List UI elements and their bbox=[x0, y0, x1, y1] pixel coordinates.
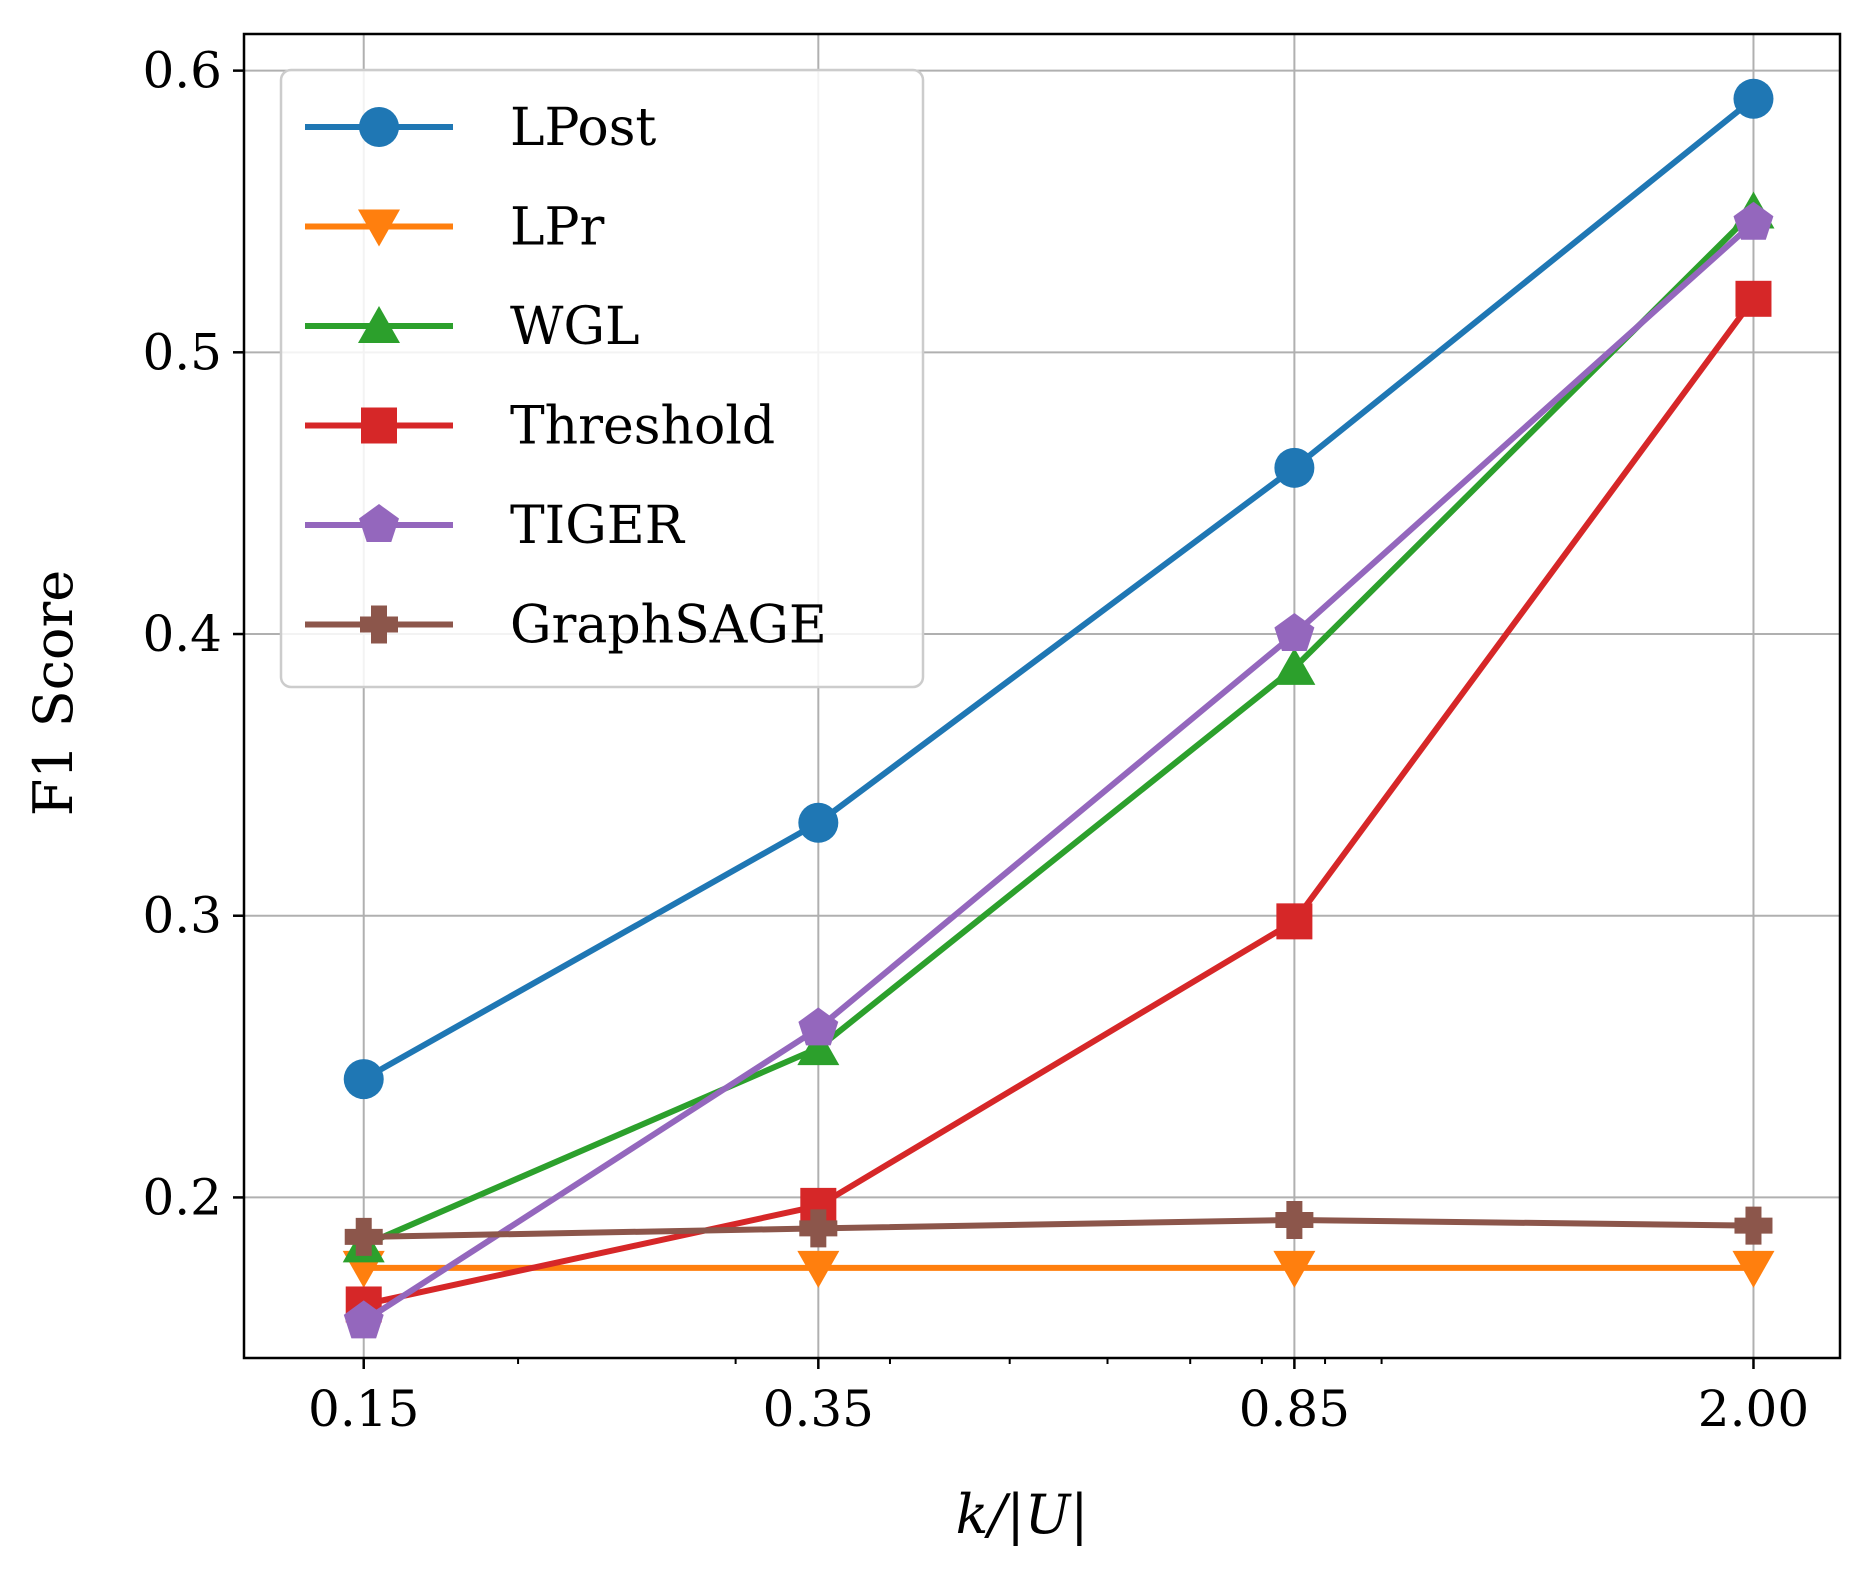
legend-marker bbox=[359, 107, 399, 147]
legend-marker bbox=[358, 209, 400, 247]
data-point bbox=[1274, 447, 1315, 488]
series-line bbox=[360, 1217, 1757, 1240]
series-line bbox=[360, 208, 1757, 1249]
x-tick-label: 0.85 bbox=[1239, 1380, 1350, 1438]
legend-label: LPost bbox=[510, 98, 656, 158]
legend-label: GraphSAGE bbox=[510, 596, 827, 656]
data-point bbox=[798, 802, 839, 843]
data-point bbox=[344, 1217, 383, 1256]
legend-item-tiger: TIGER bbox=[305, 496, 686, 556]
data-point bbox=[1733, 201, 1774, 240]
data-point bbox=[797, 1028, 840, 1066]
legend-item-threshold: Threshold bbox=[305, 397, 775, 457]
legend-marker bbox=[360, 605, 398, 644]
y-tick-label: 0.4 bbox=[142, 605, 222, 663]
legend-box bbox=[279, 68, 925, 689]
plot-frame bbox=[242, 32, 1842, 1360]
y-axis-title: F1 Score bbox=[22, 570, 85, 817]
series-line bbox=[360, 295, 1757, 1308]
series-lpost bbox=[343, 78, 1774, 1100]
legend-item-lpost: LPost bbox=[305, 98, 656, 158]
series-line bbox=[360, 219, 1757, 1325]
legend-label: LPr bbox=[510, 198, 605, 258]
legend: LPost LPr WGL Threshold TIGER GraphSAGE bbox=[279, 68, 925, 689]
legend-marker bbox=[361, 407, 397, 444]
series-layer bbox=[342, 78, 1775, 1339]
data-point bbox=[1275, 1200, 1314, 1239]
y-tick-label: 0.2 bbox=[142, 1168, 222, 1226]
data-point bbox=[1274, 613, 1315, 651]
data-point bbox=[798, 1007, 839, 1046]
data-point bbox=[1734, 1206, 1773, 1245]
x-axis-title: k/|U| bbox=[956, 1483, 1089, 1546]
data-point bbox=[797, 1250, 840, 1288]
legend-item-graphsage: GraphSAGE bbox=[305, 596, 827, 656]
data-point bbox=[1273, 1250, 1316, 1288]
x-axis-title-text: k/|U| bbox=[956, 1483, 1089, 1546]
data-point bbox=[1276, 903, 1313, 940]
legend-item-lpr: LPr bbox=[305, 198, 605, 258]
data-point bbox=[1273, 647, 1316, 685]
y-tick-label: 0.5 bbox=[142, 323, 222, 381]
data-point bbox=[799, 1209, 838, 1248]
legend-marker bbox=[359, 504, 399, 542]
series-lpr bbox=[342, 1250, 1775, 1288]
legend-label: WGL bbox=[510, 297, 640, 357]
data-point bbox=[1735, 280, 1772, 317]
data-point bbox=[1733, 78, 1774, 119]
data-point bbox=[1732, 1250, 1775, 1288]
legend-marker bbox=[358, 306, 400, 343]
y-tick-label: 0.6 bbox=[142, 42, 222, 100]
axes: 0.15 0.35 0.85 2.00 0.2 0.3 0.4 0.5 0.6 bbox=[142, 42, 1809, 1438]
data-point bbox=[343, 1059, 384, 1100]
y-tick-label: 0.3 bbox=[142, 887, 222, 945]
series-graphsage bbox=[344, 1200, 1773, 1256]
series-line bbox=[360, 95, 1757, 1083]
x-tick-label: 2.00 bbox=[1698, 1380, 1809, 1438]
x-tick-label: 0.35 bbox=[763, 1380, 874, 1438]
data-point bbox=[343, 1300, 384, 1339]
legend-label: Threshold bbox=[510, 397, 775, 457]
legend-item-wgl: WGL bbox=[305, 297, 640, 357]
x-tick-label: 0.15 bbox=[308, 1380, 419, 1438]
legend-label: TIGER bbox=[510, 496, 686, 556]
series-tiger bbox=[343, 201, 1774, 1339]
